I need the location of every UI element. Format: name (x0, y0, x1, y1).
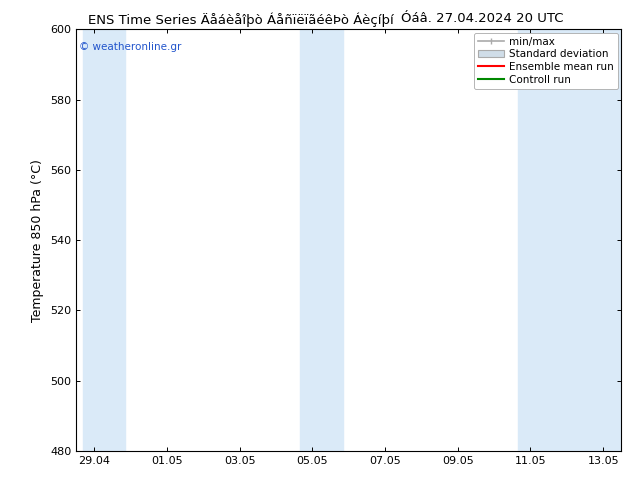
Bar (83, 29, 125, 451)
Legend: min/max, Standard deviation, Ensemble mean run, Controll run: min/max, Standard deviation, Ensemble me… (474, 32, 618, 89)
Y-axis label: Temperature 850 hPa (°C): Temperature 850 hPa (°C) (32, 159, 44, 321)
Text: ENS Time Series Äåáèåîþò ÁåñïëïãéêÞò Áèçíþí: ENS Time Series Äåáèåîþò ÁåñïëïãéêÞò Áèç… (88, 12, 394, 27)
Text: © weatheronline.gr: © weatheronline.gr (79, 42, 181, 52)
Text: Óáâ. 27.04.2024 20 UTC: Óáâ. 27.04.2024 20 UTC (401, 12, 563, 25)
Bar (300, 29, 343, 451)
Bar (518, 29, 621, 451)
